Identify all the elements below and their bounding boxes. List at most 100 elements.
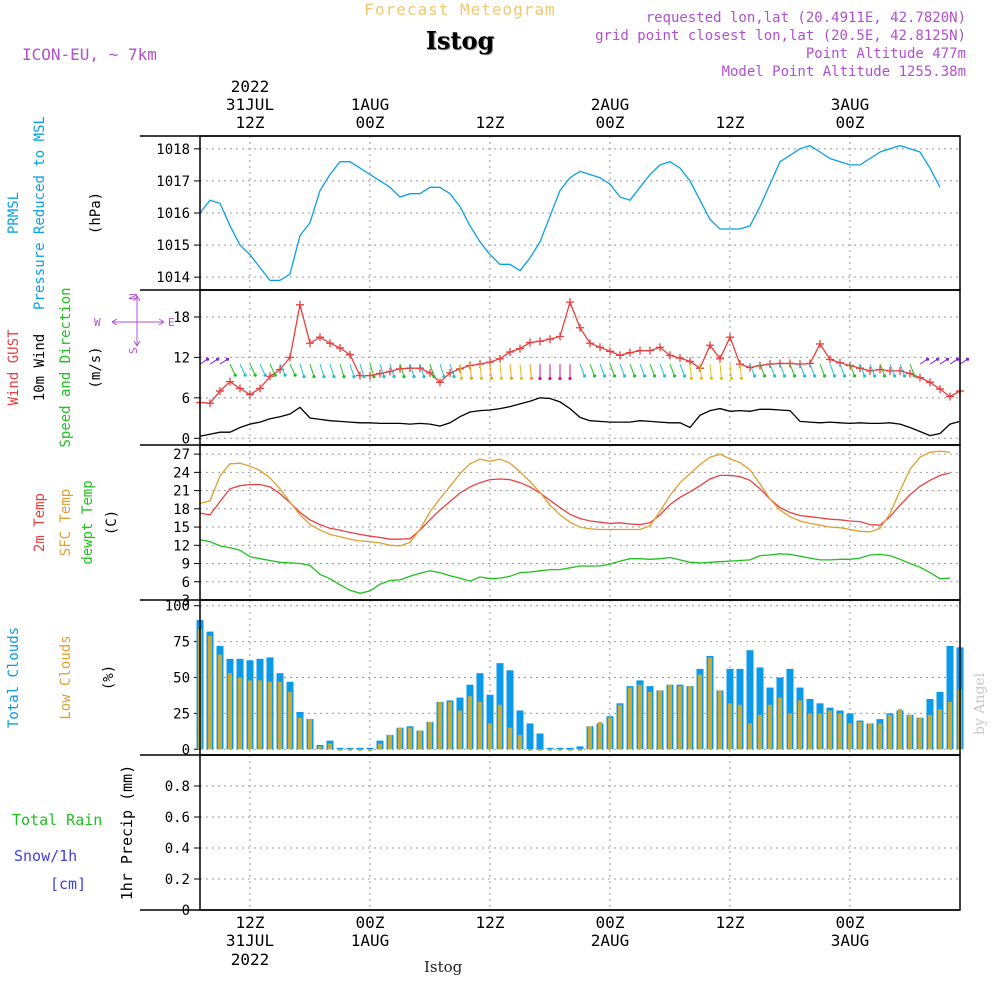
gust-marker bbox=[616, 351, 624, 360]
wind-arrow-head bbox=[469, 376, 473, 380]
wind-arrow bbox=[289, 363, 296, 376]
bar-low_cloud bbox=[758, 714, 762, 750]
gust-marker bbox=[286, 353, 294, 362]
bar-low_cloud bbox=[768, 704, 772, 750]
bar-low_cloud bbox=[468, 696, 472, 750]
ytick-label: 0 bbox=[182, 742, 190, 758]
wind-arrow-head bbox=[392, 375, 396, 379]
wind-arrow-head bbox=[632, 374, 637, 378]
ytick-label: 50 bbox=[173, 671, 190, 687]
wind-arrow-head bbox=[499, 376, 503, 380]
wind-arrow bbox=[329, 363, 335, 377]
gust-marker bbox=[676, 354, 684, 363]
wind-arrow-head bbox=[372, 375, 376, 379]
bar-total_cloud bbox=[756, 667, 764, 750]
bar-total_cloud bbox=[546, 747, 554, 750]
bar-low_cloud bbox=[888, 714, 892, 750]
wind-arrow-head bbox=[548, 376, 552, 381]
bar-low_cloud bbox=[688, 686, 692, 750]
bar-low_cloud bbox=[528, 749, 532, 751]
bar-low_cloud bbox=[698, 674, 702, 750]
ytick-label: 3 bbox=[182, 593, 190, 609]
panel-frame bbox=[199, 444, 961, 601]
bar-low_cloud bbox=[518, 734, 522, 750]
wind-arrow bbox=[909, 363, 916, 377]
wind-arrow-head bbox=[672, 374, 677, 378]
bar-low_cloud bbox=[488, 723, 492, 750]
gust-marker bbox=[816, 339, 824, 348]
wind-arrow-head bbox=[709, 376, 713, 380]
bottom-time-label: 12Z bbox=[476, 913, 505, 932]
bar-low_cloud bbox=[638, 684, 642, 750]
wind-arrow bbox=[639, 363, 646, 377]
panel-4 bbox=[140, 754, 961, 911]
gust-marker bbox=[706, 341, 714, 350]
bar-low_cloud bbox=[538, 749, 542, 751]
series-line-dewpt bbox=[199, 539, 951, 594]
bar-low_cloud bbox=[508, 727, 512, 750]
series-line-temp2m bbox=[199, 472, 951, 540]
wind-arrow-head bbox=[882, 374, 887, 378]
wind-arrow bbox=[429, 363, 435, 377]
wind-arrow-head bbox=[699, 376, 703, 380]
gust-marker bbox=[436, 378, 444, 387]
bar-low_cloud bbox=[818, 713, 822, 750]
panel-0 bbox=[140, 135, 961, 291]
wind-arrow-head bbox=[432, 375, 436, 379]
wind-arrow bbox=[709, 364, 712, 379]
bar-low_cloud bbox=[828, 710, 832, 750]
ytick-label: 12 bbox=[173, 538, 190, 554]
bar-total_cloud bbox=[336, 747, 344, 750]
bar-low_cloud bbox=[588, 726, 592, 750]
top-time-label: 12Z bbox=[476, 113, 505, 132]
wind-arrow-head bbox=[519, 376, 523, 380]
ytick-label: 6 bbox=[182, 391, 190, 407]
gust-marker bbox=[836, 358, 844, 367]
wind-arrow bbox=[899, 363, 906, 377]
gust-marker bbox=[336, 343, 344, 352]
bar-low_cloud bbox=[278, 681, 282, 750]
bar-low_cloud bbox=[908, 714, 912, 750]
gust-marker bbox=[216, 387, 224, 396]
ytick-label: 0.6 bbox=[165, 810, 190, 826]
top-time-label: 12Z bbox=[716, 113, 745, 132]
ytick-label: 21 bbox=[173, 484, 190, 500]
series-line-sfc bbox=[199, 450, 951, 547]
top-time-label: 1AUG bbox=[351, 95, 390, 114]
bar-low_cloud bbox=[898, 709, 902, 750]
bar-low_cloud bbox=[408, 727, 412, 750]
gust-marker bbox=[266, 372, 274, 381]
gust-marker bbox=[316, 333, 324, 342]
bar-total_cloud bbox=[566, 747, 574, 750]
point-altitude: Point Altitude 477m bbox=[805, 46, 966, 62]
bar-low_cloud bbox=[328, 743, 332, 750]
wind-arrow bbox=[579, 363, 586, 377]
bar-low_cloud bbox=[738, 704, 742, 750]
series-line-wind bbox=[199, 397, 961, 437]
model-altitude: Model Point Altitude 1255.38m bbox=[721, 64, 966, 80]
wind-arrow bbox=[729, 364, 732, 379]
top-time-label: 12Z bbox=[236, 113, 265, 132]
legend-snow-unit: [cm] bbox=[50, 875, 86, 893]
wind-arrow-head bbox=[852, 374, 857, 378]
bar-low_cloud bbox=[928, 714, 932, 750]
bar-low_cloud bbox=[548, 749, 552, 751]
bar-low_cloud bbox=[788, 713, 792, 750]
bar-low_cloud bbox=[388, 734, 392, 750]
bar-low_cloud bbox=[678, 686, 682, 750]
bar-low_cloud bbox=[668, 684, 672, 750]
compass-ew-arrow bbox=[111, 318, 165, 326]
gust-marker bbox=[506, 348, 514, 356]
bar-low_cloud bbox=[268, 681, 272, 750]
wind-arrow-head bbox=[312, 375, 316, 379]
wind-arrow-head bbox=[509, 376, 513, 380]
bar-low_cloud bbox=[458, 710, 462, 750]
ytick-label: 12 bbox=[173, 350, 190, 366]
wind-arrow-head bbox=[302, 375, 306, 379]
bar-low_cloud bbox=[618, 704, 622, 750]
wind-arrow-head bbox=[902, 374, 907, 378]
wind-arrow-head bbox=[205, 357, 210, 361]
bar-low_cloud bbox=[838, 713, 842, 750]
wind-arrow-head bbox=[332, 375, 336, 379]
wind-arrow-head bbox=[812, 374, 817, 378]
